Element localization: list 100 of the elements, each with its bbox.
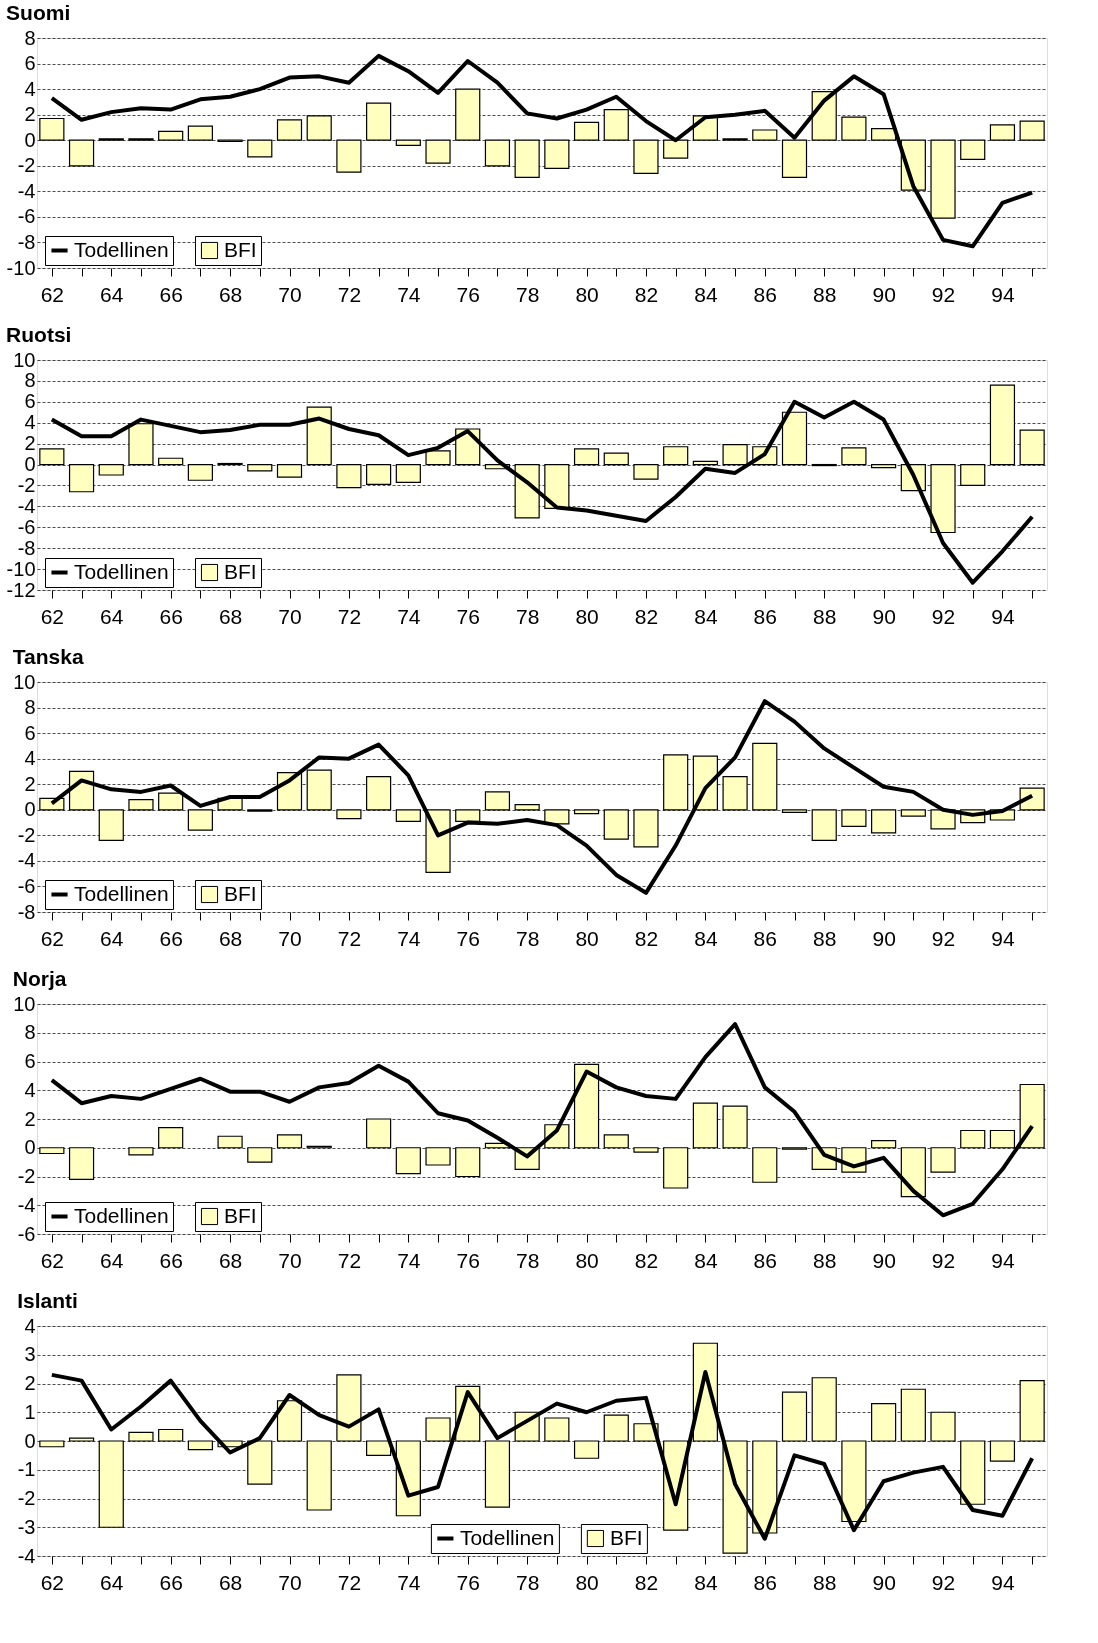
x-tick-label: 66 bbox=[159, 1570, 183, 1594]
x-tick-label: 90 bbox=[872, 926, 896, 950]
y-tick-label: -10 bbox=[6, 256, 36, 279]
x-tick-label: 68 bbox=[218, 1248, 243, 1272]
y-tick-label: -1 bbox=[17, 1458, 36, 1481]
legend-label: BFI bbox=[224, 237, 257, 261]
y-tick-label: -4 bbox=[17, 494, 36, 517]
legend-label: BFI bbox=[224, 881, 257, 905]
x-tick-label: 90 bbox=[872, 1248, 896, 1272]
x-tick-label: 72 bbox=[337, 282, 362, 306]
chart-title: Tanska bbox=[12, 645, 84, 668]
x-tick-label: 70 bbox=[278, 604, 302, 628]
x-tick-label: 68 bbox=[218, 604, 243, 628]
x-tick-label: 94 bbox=[991, 926, 1015, 950]
x-tick-label: 70 bbox=[278, 1248, 302, 1272]
x-tick-label: 70 bbox=[278, 926, 302, 950]
x-tick-label: 90 bbox=[872, 282, 896, 306]
y-tick-label: 2 bbox=[24, 772, 36, 795]
legend-label: Todellinen bbox=[459, 1525, 555, 1549]
x-tick-label: 76 bbox=[456, 604, 480, 628]
y-tick-label: 6 bbox=[24, 52, 36, 75]
x-tick-label: 80 bbox=[575, 282, 599, 306]
x-tick-label: 80 bbox=[575, 1248, 599, 1272]
legend-label: Todellinen bbox=[74, 881, 169, 905]
x-tick-label: 62 bbox=[40, 604, 65, 628]
x-tick-label: 84 bbox=[694, 604, 718, 628]
x-tick-label: 64 bbox=[100, 604, 124, 628]
y-tick-label: -12 bbox=[6, 578, 36, 601]
x-tick-label: 66 bbox=[159, 604, 183, 628]
y-tick-label: 2 bbox=[24, 432, 36, 455]
x-tick-label: 64 bbox=[100, 926, 124, 950]
x-tick-label: 82 bbox=[634, 282, 659, 306]
y-tick-label: -2 bbox=[17, 154, 36, 177]
x-tick-label: 86 bbox=[753, 1570, 777, 1594]
x-tick-label: 74 bbox=[397, 282, 421, 306]
x-tick-label: 90 bbox=[872, 604, 896, 628]
chart-title: Norja bbox=[12, 967, 67, 990]
x-tick-label: 74 bbox=[397, 604, 421, 628]
y-tick-label: 8 bbox=[24, 1021, 36, 1044]
y-tick-label: -6 bbox=[17, 874, 36, 897]
x-tick-label: 92 bbox=[931, 926, 956, 950]
x-tick-label: 62 bbox=[40, 282, 65, 306]
y-tick-label: -2 bbox=[17, 823, 36, 846]
x-tick-label: 78 bbox=[515, 1248, 540, 1272]
y-tick-label: -4 bbox=[17, 849, 36, 872]
x-tick-label: 80 bbox=[575, 604, 599, 628]
y-tick-label: 0 bbox=[24, 1429, 36, 1452]
y-tick-label: 10 bbox=[13, 670, 36, 693]
y-tick-label: 4 bbox=[24, 1078, 36, 1101]
x-tick-label: 92 bbox=[931, 1570, 956, 1594]
x-tick-label: 62 bbox=[40, 926, 65, 950]
x-tick-label: 76 bbox=[456, 282, 480, 306]
y-tick-label: -10 bbox=[6, 557, 36, 580]
x-tick-label: 70 bbox=[278, 1570, 302, 1594]
y-tick-label: 1 bbox=[24, 1400, 36, 1423]
y-tick-label: -2 bbox=[17, 1487, 36, 1509]
y-tick-label: -2 bbox=[17, 1165, 36, 1187]
y-tick-label: 8 bbox=[24, 369, 36, 392]
x-tick-label: 90 bbox=[872, 1570, 896, 1594]
x-tick-label: 70 bbox=[278, 282, 302, 306]
y-tick-label: -4 bbox=[17, 1544, 36, 1567]
y-tick-label: 6 bbox=[24, 390, 36, 413]
y-tick-label: 8 bbox=[24, 696, 36, 719]
y-tick-label: -8 bbox=[17, 230, 36, 253]
x-tick-label: 66 bbox=[159, 1248, 183, 1272]
y-tick-label: -4 bbox=[17, 1193, 36, 1216]
y-tick-label: -6 bbox=[17, 515, 36, 538]
x-tick-label: 68 bbox=[218, 1570, 243, 1594]
legend-label: Todellinen bbox=[74, 1203, 169, 1227]
x-tick-label: 94 bbox=[991, 282, 1015, 306]
x-tick-label: 78 bbox=[515, 604, 540, 628]
chart-title: Islanti bbox=[17, 1289, 78, 1312]
x-tick-label: 66 bbox=[159, 282, 183, 306]
x-tick-label: 94 bbox=[991, 1570, 1015, 1594]
x-tick-label: 82 bbox=[634, 1570, 659, 1594]
x-tick-label: 72 bbox=[337, 604, 362, 628]
y-tick-label: 2 bbox=[24, 1107, 36, 1130]
y-tick-label: -3 bbox=[17, 1515, 36, 1538]
y-tick-label: -4 bbox=[17, 179, 36, 202]
x-tick-label: 80 bbox=[575, 1570, 599, 1594]
x-tick-label: 86 bbox=[753, 604, 777, 628]
x-tick-label: 88 bbox=[813, 1570, 837, 1594]
y-tick-label: 10 bbox=[13, 992, 36, 1015]
x-tick-label: 76 bbox=[456, 926, 480, 950]
x-tick-label: 84 bbox=[694, 282, 718, 306]
y-tick-label: -2 bbox=[17, 473, 36, 496]
x-tick-label: 66 bbox=[159, 926, 183, 950]
y-tick-label: 0 bbox=[24, 798, 36, 821]
x-tick-label: 62 bbox=[40, 1248, 65, 1272]
y-tick-label: 3 bbox=[24, 1343, 36, 1366]
x-tick-label: 76 bbox=[456, 1248, 480, 1272]
x-tick-label: 78 bbox=[515, 926, 540, 950]
x-tick-label: 84 bbox=[694, 926, 718, 950]
y-tick-label: 4 bbox=[24, 77, 36, 100]
x-tick-label: 92 bbox=[931, 282, 956, 306]
x-tick-label: 74 bbox=[397, 926, 421, 950]
y-tick-label: 4 bbox=[24, 747, 36, 770]
y-tick-label: 0 bbox=[24, 453, 36, 476]
y-tick-label: 4 bbox=[24, 1314, 36, 1337]
x-tick-label: 94 bbox=[991, 1248, 1015, 1272]
